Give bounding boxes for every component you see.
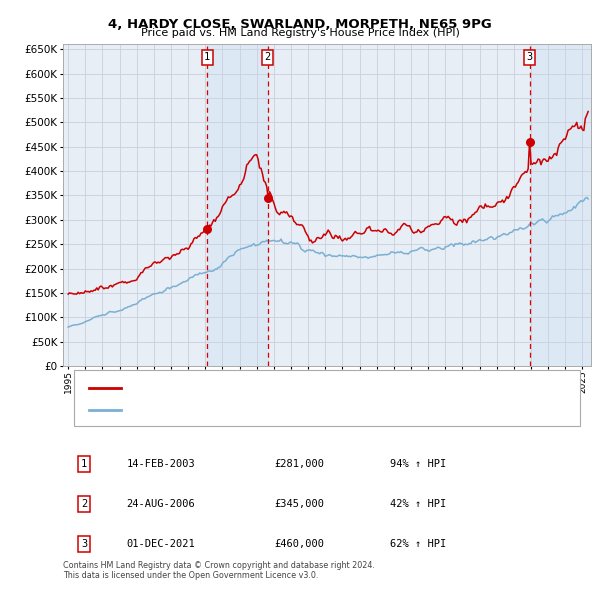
Text: £460,000: £460,000 (274, 539, 324, 549)
Text: 4, HARDY CLOSE, SWARLAND, MORPETH, NE65 9PG (detached house): 4, HARDY CLOSE, SWARLAND, MORPETH, NE65 … (131, 383, 474, 393)
Text: HPI: Average price, detached house, Northumberland: HPI: Average price, detached house, Nort… (131, 405, 393, 415)
Text: 1: 1 (81, 458, 87, 468)
Text: Price paid vs. HM Land Registry's House Price Index (HPI): Price paid vs. HM Land Registry's House … (140, 28, 460, 38)
Text: £345,000: £345,000 (274, 499, 324, 509)
Text: 42% ↑ HPI: 42% ↑ HPI (391, 499, 446, 509)
FancyBboxPatch shape (74, 371, 580, 425)
Text: 24-AUG-2006: 24-AUG-2006 (127, 499, 195, 509)
Text: Contains HM Land Registry data © Crown copyright and database right 2024.: Contains HM Land Registry data © Crown c… (63, 560, 375, 570)
Text: This data is licensed under the Open Government Licence v3.0.: This data is licensed under the Open Gov… (63, 571, 319, 581)
Text: £281,000: £281,000 (274, 458, 324, 468)
Text: 2: 2 (81, 499, 87, 509)
Text: 01-DEC-2021: 01-DEC-2021 (127, 539, 195, 549)
Text: 1: 1 (204, 53, 211, 63)
Text: 3: 3 (527, 53, 533, 63)
Text: 4, HARDY CLOSE, SWARLAND, MORPETH, NE65 9PG: 4, HARDY CLOSE, SWARLAND, MORPETH, NE65 … (108, 18, 492, 31)
Bar (530, 44, 591, 366)
Text: 3: 3 (81, 539, 87, 549)
Text: 62% ↑ HPI: 62% ↑ HPI (391, 539, 446, 549)
Text: 2: 2 (265, 53, 271, 63)
Text: 14-FEB-2003: 14-FEB-2003 (127, 458, 195, 468)
Bar (208, 44, 268, 366)
Text: 94% ↑ HPI: 94% ↑ HPI (391, 458, 446, 468)
